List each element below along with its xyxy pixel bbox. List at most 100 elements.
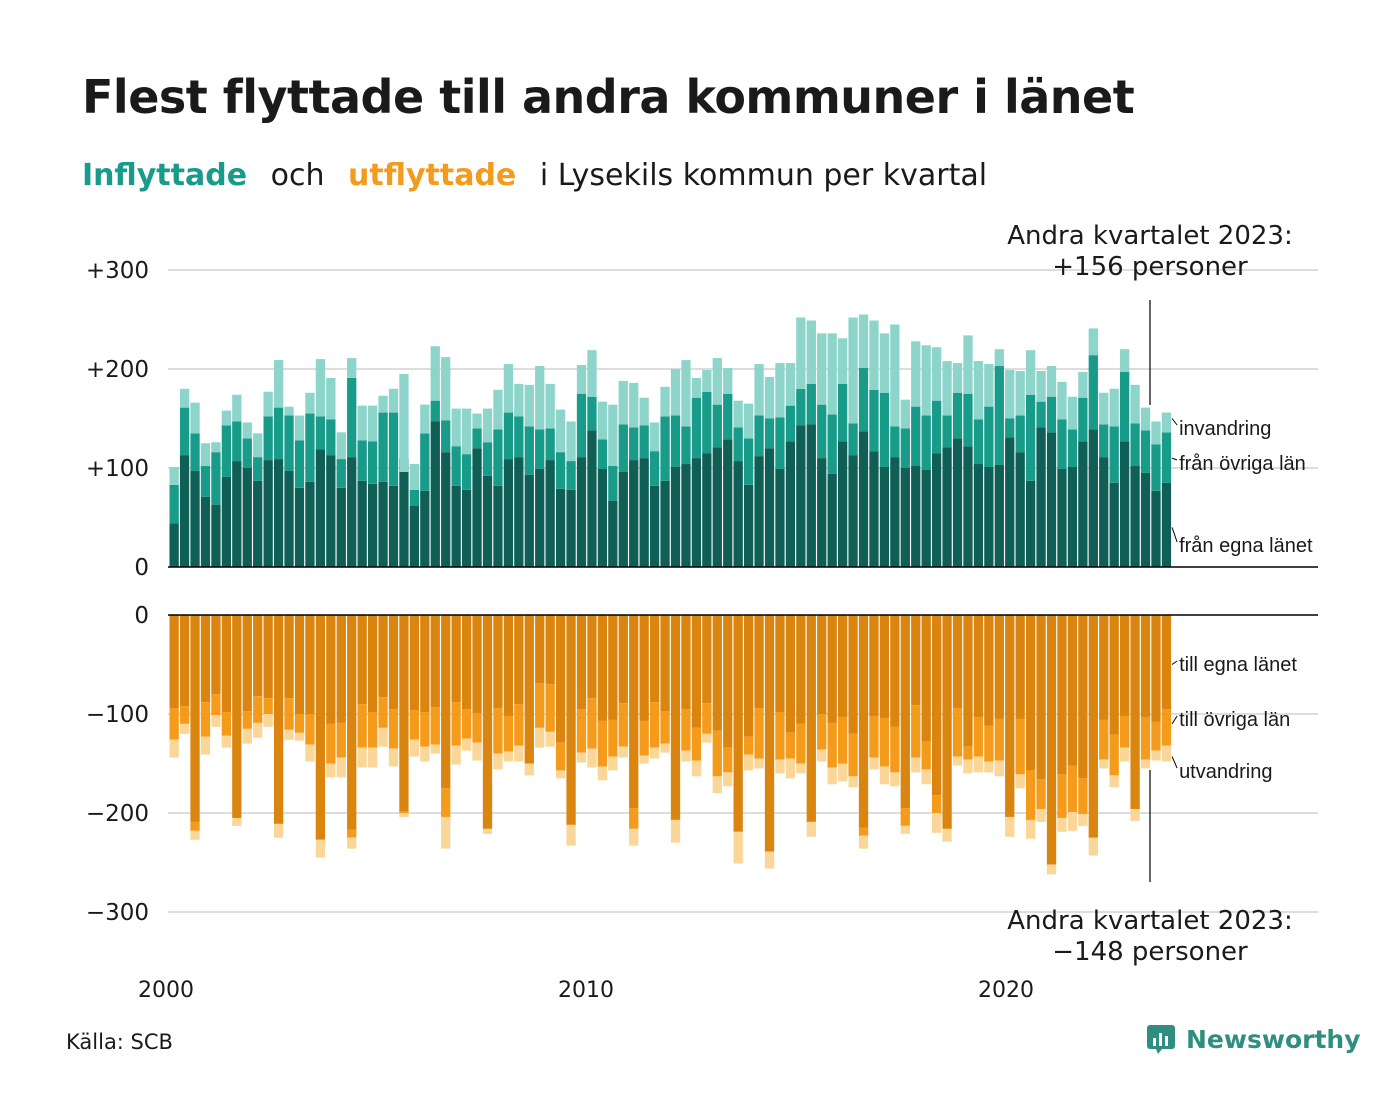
bar-in-1 xyxy=(211,452,221,505)
bar-in-2 xyxy=(1078,371,1088,398)
bar-in-0 xyxy=(357,480,367,567)
bar-in-0 xyxy=(858,431,869,567)
series-leader-out xyxy=(1171,715,1178,725)
bar-out-2 xyxy=(817,749,827,762)
bar-out-2 xyxy=(743,754,754,771)
bar-in-0 xyxy=(200,496,211,567)
bar-out-1 xyxy=(597,720,608,767)
bar-in-1 xyxy=(1161,432,1172,483)
bar-in-0 xyxy=(263,460,273,567)
bar-out-0 xyxy=(1015,615,1025,719)
chart-subtitle: Inflyttade och utflyttade i Lysekils kom… xyxy=(82,158,1001,193)
inflow-bars xyxy=(169,314,1172,567)
bar-out-0 xyxy=(253,615,263,697)
bar-out-2 xyxy=(1005,816,1015,837)
bar-in-0 xyxy=(670,467,681,567)
bar-out-0 xyxy=(660,615,670,712)
bar-in-1 xyxy=(848,423,858,456)
bar-in-2 xyxy=(1088,328,1098,356)
bar-out-0 xyxy=(973,615,984,717)
bar-in-1 xyxy=(535,429,545,469)
bar-in-1 xyxy=(524,426,534,475)
bar-out-0 xyxy=(691,615,702,728)
bar-in-1 xyxy=(879,392,890,468)
bar-in-2 xyxy=(253,433,263,458)
bar-in-2 xyxy=(169,467,179,485)
bar-out-2 xyxy=(514,745,524,762)
bar-out-0 xyxy=(743,615,754,737)
bar-in-1 xyxy=(378,412,388,482)
bar-in-2 xyxy=(618,380,628,425)
bar-in-0 xyxy=(1015,452,1025,567)
bar-out-2 xyxy=(754,758,764,769)
bar-in-1 xyxy=(775,417,785,469)
y-tick-label-out: −200 xyxy=(86,801,149,827)
bar-out-0 xyxy=(1025,615,1036,771)
bar-out-0 xyxy=(723,615,733,748)
bar-in-0 xyxy=(618,471,628,567)
bar-out-1 xyxy=(743,736,754,755)
bar-in-2 xyxy=(367,405,378,442)
bar-out-0 xyxy=(1099,615,1109,720)
bar-in-2 xyxy=(597,401,608,440)
bar-in-2 xyxy=(649,422,660,452)
bar-in-0 xyxy=(1140,472,1151,567)
bar-in-0 xyxy=(441,452,451,567)
bar-in-2 xyxy=(796,317,806,389)
bar-out-2 xyxy=(336,757,346,778)
bar-out-0 xyxy=(639,615,649,721)
bar-out-2 xyxy=(921,769,931,785)
bar-out-2 xyxy=(1057,817,1067,832)
bar-in-2 xyxy=(1057,381,1067,420)
bar-in-1 xyxy=(942,415,952,448)
bar-in-1 xyxy=(555,452,566,489)
bar-out-0 xyxy=(608,615,618,720)
bar-out-0 xyxy=(388,615,399,710)
bar-in-0 xyxy=(493,485,503,567)
bar-out-0 xyxy=(942,615,952,829)
bar-in-0 xyxy=(712,447,722,567)
bar-out-0 xyxy=(649,615,660,703)
series-label-in: invandring xyxy=(1179,418,1271,440)
bar-out-0 xyxy=(336,615,346,723)
bar-in-1 xyxy=(639,425,649,459)
bar-in-2 xyxy=(994,349,1004,367)
bar-in-0 xyxy=(723,439,733,567)
bar-out-1 xyxy=(879,717,890,767)
bar-in-1 xyxy=(1151,444,1161,491)
x-tick-label: 2000 xyxy=(138,978,194,1003)
bar-out-2 xyxy=(984,761,994,773)
bar-in-2 xyxy=(733,400,743,428)
bar-out-1 xyxy=(253,696,263,723)
bar-in-2 xyxy=(273,360,284,408)
bar-out-0 xyxy=(1140,615,1151,717)
bar-out-1 xyxy=(848,733,858,777)
bar-out-2 xyxy=(1046,864,1057,875)
bar-in-1 xyxy=(451,446,461,486)
bar-in-0 xyxy=(994,465,1004,567)
bar-out-1 xyxy=(190,821,200,831)
bar-out-0 xyxy=(242,615,252,712)
bar-in-2 xyxy=(1119,349,1130,372)
bar-in-0 xyxy=(305,481,315,567)
bar-out-2 xyxy=(931,813,942,833)
bar-in-0 xyxy=(911,466,921,567)
bar-out-2 xyxy=(305,744,315,762)
bar-in-2 xyxy=(681,360,691,427)
bar-in-2 xyxy=(858,314,869,369)
bar-in-2 xyxy=(1140,407,1151,431)
bar-in-0 xyxy=(545,460,555,567)
bar-out-2 xyxy=(503,751,514,762)
bar-in-1 xyxy=(430,400,440,422)
bar-out-1 xyxy=(336,722,346,758)
bar-out-0 xyxy=(347,615,357,830)
bar-out-0 xyxy=(587,615,597,699)
bar-in-2 xyxy=(639,397,649,426)
bar-out-2 xyxy=(629,828,639,846)
bar-in-2 xyxy=(284,406,294,416)
bar-out-1 xyxy=(1015,718,1025,775)
bar-in-1 xyxy=(493,429,503,486)
bar-out-1 xyxy=(503,715,514,752)
bar-out-2 xyxy=(681,750,691,762)
bar-in-1 xyxy=(461,454,472,490)
